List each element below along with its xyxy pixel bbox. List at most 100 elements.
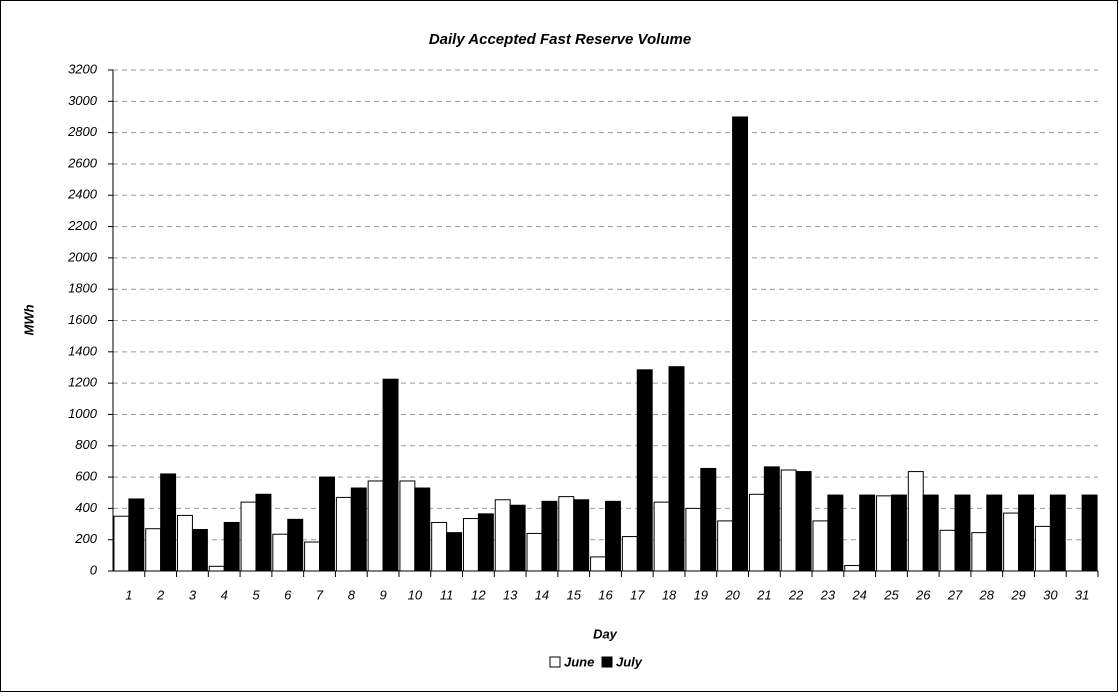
bar <box>780 469 797 572</box>
x-tick-label: 11 <box>440 587 454 602</box>
x-tick-label: 26 <box>915 587 931 602</box>
bar <box>287 518 304 572</box>
bar <box>939 529 956 572</box>
x-tick-label: 2 <box>156 587 165 602</box>
x-tick-label: 19 <box>694 587 708 602</box>
x-tick-label: 8 <box>348 587 356 602</box>
y-tick-label: 1600 <box>68 312 98 327</box>
y-tick-label: 1400 <box>68 343 98 358</box>
bar <box>431 521 448 572</box>
x-tick-label: 14 <box>535 587 549 602</box>
bar <box>541 500 558 572</box>
bar <box>1018 494 1034 572</box>
y-tick-label: 600 <box>75 469 97 484</box>
bar <box>922 494 939 572</box>
y-tick-label: 2400 <box>67 187 98 202</box>
bar <box>907 471 924 572</box>
x-tick-label: 5 <box>252 587 260 602</box>
bar <box>827 494 844 572</box>
y-tick-label: 800 <box>75 437 97 452</box>
bar <box>526 532 543 572</box>
x-tick-label: 18 <box>662 587 677 602</box>
bar <box>590 556 606 572</box>
x-tick-label: 29 <box>1010 587 1025 602</box>
x-tick-label: 20 <box>724 587 740 602</box>
bar <box>558 496 575 572</box>
bar <box>621 536 638 572</box>
bar <box>446 532 463 572</box>
bar <box>1081 494 1098 572</box>
x-tick-label: 15 <box>566 587 581 602</box>
x-tick-label: 1 <box>125 587 132 602</box>
bar <box>223 521 240 572</box>
bar <box>844 565 861 572</box>
y-tick-label: 3000 <box>68 93 98 108</box>
x-tick-label: 9 <box>379 587 386 602</box>
bar <box>890 494 907 572</box>
bar <box>304 541 321 572</box>
y-tick-label: 2200 <box>67 218 98 233</box>
x-axis-label: Day <box>593 626 618 641</box>
bar <box>1003 512 1020 572</box>
x-tick-label: 10 <box>408 587 423 602</box>
bar <box>191 529 208 572</box>
bar <box>113 515 130 572</box>
bar <box>350 487 367 572</box>
bar <box>876 495 892 572</box>
bar <box>177 514 193 572</box>
legend-swatch <box>549 656 561 668</box>
x-tick-label: 13 <box>503 587 518 602</box>
x-tick-label: 6 <box>284 587 292 602</box>
x-tick-label: 12 <box>471 587 486 602</box>
bar <box>509 504 526 572</box>
x-tick-label: 27 <box>947 587 963 602</box>
bar <box>399 480 416 572</box>
chart-title: Daily Accepted Fast Reserve Volume <box>429 31 691 48</box>
y-tick-label: 1200 <box>68 375 98 390</box>
bar <box>763 466 780 572</box>
x-tick-label: 24 <box>851 587 866 602</box>
bar <box>971 532 988 572</box>
bar <box>986 494 1003 572</box>
x-tick-label: 22 <box>788 587 804 602</box>
x-tick-label: 30 <box>1043 587 1058 602</box>
bar <box>812 520 829 572</box>
bar <box>636 369 653 572</box>
x-tick-label: 23 <box>820 587 836 602</box>
bar <box>668 366 685 572</box>
bar <box>145 528 162 572</box>
bar <box>477 513 494 572</box>
x-tick-label: 3 <box>189 587 197 602</box>
y-tick-label: 0 <box>90 562 98 577</box>
y-tick-label: 2600 <box>67 155 98 170</box>
y-tick-label: 1000 <box>68 406 98 421</box>
x-tick-label: 17 <box>630 587 645 602</box>
bar <box>717 520 734 572</box>
x-tick-label: 16 <box>598 587 613 602</box>
bar <box>1049 494 1066 572</box>
y-tick-label: 2800 <box>67 124 98 139</box>
bar <box>954 494 971 572</box>
legend-swatch <box>601 656 613 668</box>
y-tick-label: 3200 <box>68 61 98 76</box>
y-tick-label: 200 <box>74 531 97 546</box>
bar <box>732 116 749 572</box>
bar <box>685 507 702 572</box>
x-tick-label: 21 <box>756 587 771 602</box>
bar <box>700 467 717 572</box>
bar <box>382 378 399 572</box>
y-tick-label: 400 <box>75 500 97 515</box>
bar <box>335 496 352 572</box>
bar <box>272 533 289 572</box>
bar <box>605 500 621 572</box>
bar <box>1034 525 1051 572</box>
x-tick-label: 7 <box>316 587 324 602</box>
bar <box>160 473 177 572</box>
x-tick-label: 4 <box>221 587 228 602</box>
bar <box>573 499 590 572</box>
bar <box>208 565 225 572</box>
bar <box>367 480 384 572</box>
bar <box>494 499 511 572</box>
